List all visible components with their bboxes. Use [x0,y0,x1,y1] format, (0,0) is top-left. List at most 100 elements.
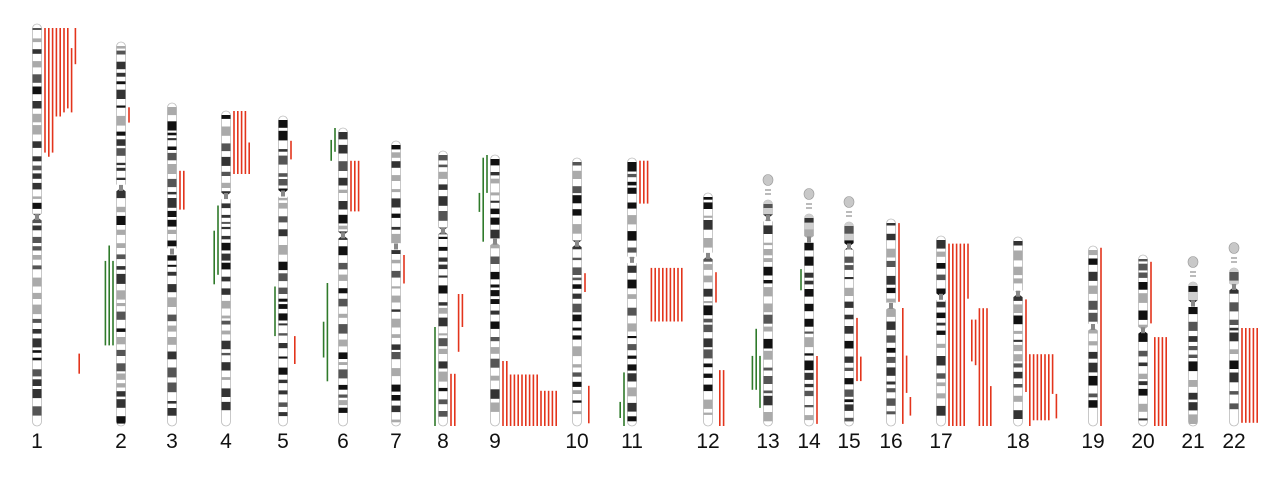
chromosome-label: 21 [1181,430,1204,453]
band [572,327,582,331]
band [1229,403,1239,410]
centromere-core [1016,290,1020,297]
bands [221,115,231,411]
band [167,191,177,195]
band [116,188,126,199]
band [572,400,582,403]
chromosome-4: 4 [213,110,250,453]
band [1188,402,1198,411]
band [116,266,126,270]
band [1088,341,1098,346]
band [116,363,126,372]
band [221,262,231,270]
band [338,225,348,230]
chromosome-label: 6 [337,430,349,453]
band [391,309,401,312]
band [804,353,814,356]
band [804,289,814,297]
band [572,372,582,377]
band [936,288,946,297]
band [1138,388,1148,396]
band [804,229,814,238]
band [116,243,126,248]
bands [1088,250,1098,408]
band [1188,380,1198,387]
band [936,322,946,326]
band [703,288,713,297]
band [936,312,946,319]
band [167,284,177,293]
band [763,326,773,332]
chromosome-label: 8 [437,430,449,453]
band [627,279,637,289]
band [167,132,177,136]
band [627,387,637,397]
band [221,126,231,136]
chromosome-label: 13 [756,430,779,453]
band [32,277,42,287]
band [116,81,126,85]
band [804,318,814,327]
band [221,330,231,335]
band [804,337,814,348]
band [703,238,713,248]
band [1088,351,1098,359]
band [32,329,42,334]
band [116,311,126,320]
band [804,256,814,266]
band [1013,339,1023,342]
band [1013,241,1023,246]
band [391,145,401,150]
band [338,298,348,307]
band [886,411,896,415]
band [391,270,401,278]
band [32,113,42,123]
band [167,210,177,217]
chromosome-6: 6 [322,127,360,453]
band [438,275,448,278]
band [32,350,42,353]
band [221,377,231,380]
band [1138,350,1148,357]
band [703,275,713,283]
band [391,161,401,168]
centromere-core [706,252,710,259]
band [32,379,42,386]
band [763,287,773,297]
band [438,184,448,190]
band [116,273,126,284]
band [804,383,814,388]
band [572,314,582,322]
band [572,284,582,289]
satellite [1228,242,1240,254]
chromosome-label: 4 [220,430,232,453]
chromosome-13: 13 [751,174,780,453]
bands [627,162,637,422]
band [391,334,401,338]
band [338,214,348,224]
band [763,242,773,246]
band [278,202,288,209]
centromere-core [1141,327,1145,334]
band [804,218,814,223]
band [32,74,42,83]
band [844,301,854,308]
band [844,287,854,296]
band [391,175,401,181]
band [32,236,42,243]
band [763,367,773,371]
chromosome-label: 14 [797,430,821,453]
band [116,328,126,332]
band [278,304,288,309]
band [844,265,854,270]
band [32,225,42,231]
band [32,255,42,260]
band [844,326,854,334]
band [32,28,42,30]
band [338,362,348,365]
band [572,381,582,387]
band [278,245,288,255]
band [627,355,637,359]
band [763,314,773,324]
band [438,236,448,239]
